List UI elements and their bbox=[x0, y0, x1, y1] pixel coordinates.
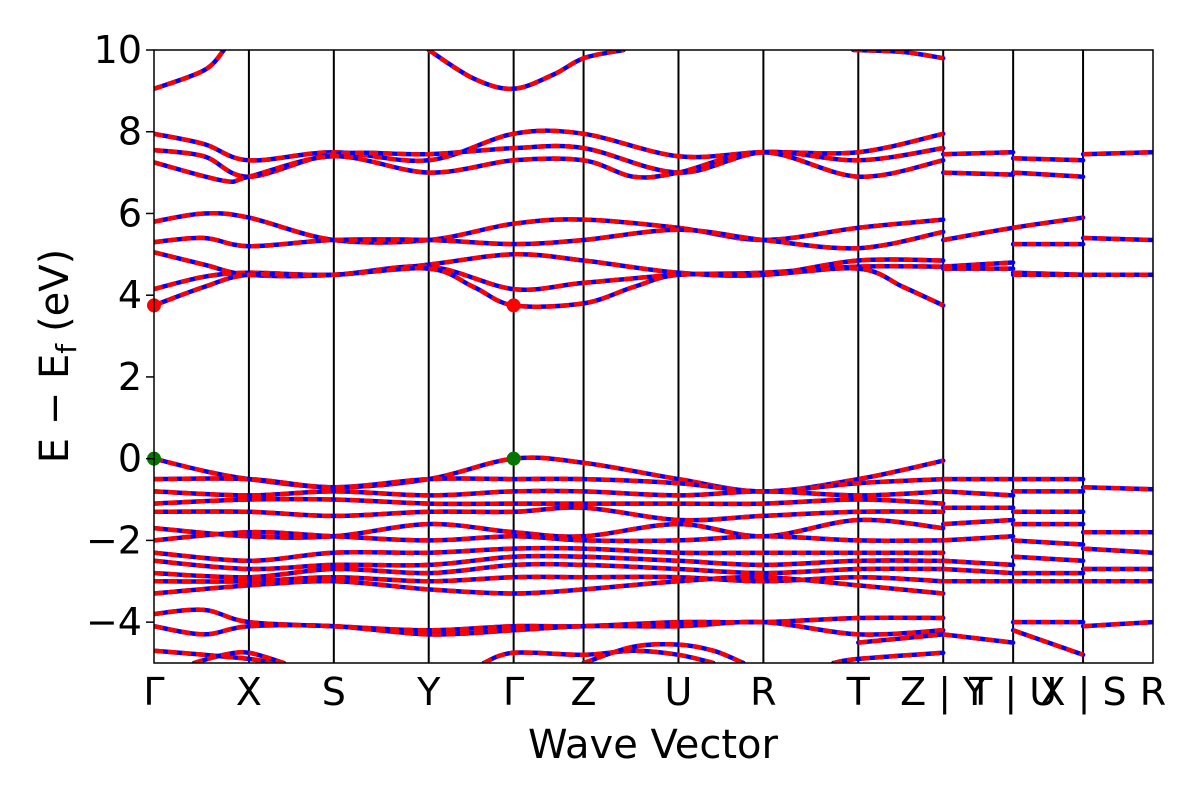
band-line-primary bbox=[853, 50, 944, 61]
band-line-primary bbox=[154, 476, 944, 494]
band-line-primary bbox=[154, 574, 944, 596]
x-tick-label: R bbox=[1140, 670, 1166, 714]
band-line-primary bbox=[943, 517, 1014, 527]
band-line-primary bbox=[154, 488, 944, 498]
band-line-primary bbox=[942, 215, 1084, 243]
y-axis-ticks: 10 8 6 4 2 0 −2 −4 bbox=[86, 28, 154, 644]
band-line-primary bbox=[1012, 628, 1084, 657]
y-tick-label: −2 bbox=[86, 518, 142, 562]
band-line-primary bbox=[154, 496, 944, 507]
y-tick-label: 2 bbox=[118, 355, 142, 399]
x-tick-label: Γ bbox=[143, 670, 164, 714]
band-line-primary bbox=[1012, 538, 1084, 547]
band-line-primary bbox=[154, 545, 944, 564]
x-tick-label: Z | Y bbox=[900, 670, 987, 715]
x-tick-label: R bbox=[750, 670, 776, 714]
band-line-primary bbox=[1083, 485, 1153, 492]
band-line-primary bbox=[1082, 546, 1153, 555]
x-tick-label: Γ bbox=[503, 670, 524, 714]
y-axis-label: E − Ef (eV) bbox=[32, 249, 83, 464]
band-line-primary bbox=[427, 50, 624, 92]
y-axis-label-subscript: f bbox=[50, 343, 83, 354]
y-tick-label: 10 bbox=[94, 28, 142, 72]
y-tick-label: 0 bbox=[118, 437, 142, 481]
band-line-primary bbox=[943, 170, 1014, 177]
band-line-primary bbox=[943, 260, 1014, 269]
vbm-marker bbox=[506, 451, 521, 466]
band-line-primary bbox=[154, 149, 944, 184]
band-line-primary bbox=[154, 505, 944, 523]
band-line-primary bbox=[154, 210, 944, 245]
band-line-secondary bbox=[154, 50, 227, 92]
band-line-primary bbox=[154, 607, 944, 633]
x-tick-label: Z bbox=[571, 670, 597, 714]
band-line-primary bbox=[154, 553, 944, 572]
x-axis-ticks: Γ X S Y Γ Z U R T Z | YT | UX | S R bbox=[143, 670, 1166, 715]
band-line-primary bbox=[154, 619, 944, 637]
x-tick-label: S bbox=[322, 670, 346, 714]
y-tick-label: 8 bbox=[118, 110, 142, 154]
cbm-marker bbox=[506, 298, 521, 313]
band-line-primary bbox=[193, 650, 285, 663]
band-line-primary bbox=[1083, 149, 1153, 157]
band-line-primary bbox=[943, 149, 1014, 157]
x-axis-label: Wave Vector bbox=[528, 722, 779, 768]
band-line-primary bbox=[154, 266, 945, 309]
band-line-primary bbox=[943, 558, 1014, 568]
band-line-primary bbox=[154, 561, 944, 580]
band-line-primary bbox=[1013, 156, 1084, 163]
band-line-primary bbox=[482, 648, 714, 663]
y-tick-label: −4 bbox=[86, 600, 142, 644]
band-line-primary bbox=[942, 632, 1014, 645]
x-tick-label: U bbox=[665, 670, 693, 714]
band-line-primary bbox=[154, 227, 944, 251]
band-line-secondary bbox=[154, 143, 946, 179]
band-line-primary bbox=[154, 648, 275, 663]
band-line-primary bbox=[832, 650, 944, 663]
band-line-primary bbox=[154, 529, 944, 544]
x-tick-label: X | S bbox=[1040, 670, 1127, 715]
band-line-secondary bbox=[154, 210, 946, 245]
x-tick-label: T | U bbox=[968, 670, 1057, 715]
x-tick-label: T bbox=[846, 670, 871, 714]
x-tick-label: Y bbox=[416, 670, 441, 714]
band-line-primary bbox=[943, 534, 1014, 543]
band-line-primary bbox=[582, 641, 745, 663]
y-axis-label-main: E − E bbox=[32, 354, 78, 464]
band-line-primary bbox=[154, 50, 226, 91]
y-axis-label-unit: (eV) bbox=[32, 249, 78, 332]
band-line-primary bbox=[858, 632, 944, 645]
band-line-primary bbox=[1012, 170, 1084, 179]
band-line-primary bbox=[943, 489, 1014, 498]
band-line-primary bbox=[1012, 554, 1084, 564]
plot-frame bbox=[153, 49, 1154, 664]
x-tick-label: X bbox=[236, 670, 262, 714]
band-line-primary bbox=[943, 566, 1014, 576]
band-line-primary bbox=[1082, 619, 1153, 629]
band-line-primary bbox=[154, 517, 944, 540]
y-tick-label: 4 bbox=[118, 273, 142, 317]
y-tick-label: 6 bbox=[118, 191, 142, 235]
band-line-primary bbox=[1083, 235, 1153, 243]
band-lines bbox=[154, 50, 1153, 663]
